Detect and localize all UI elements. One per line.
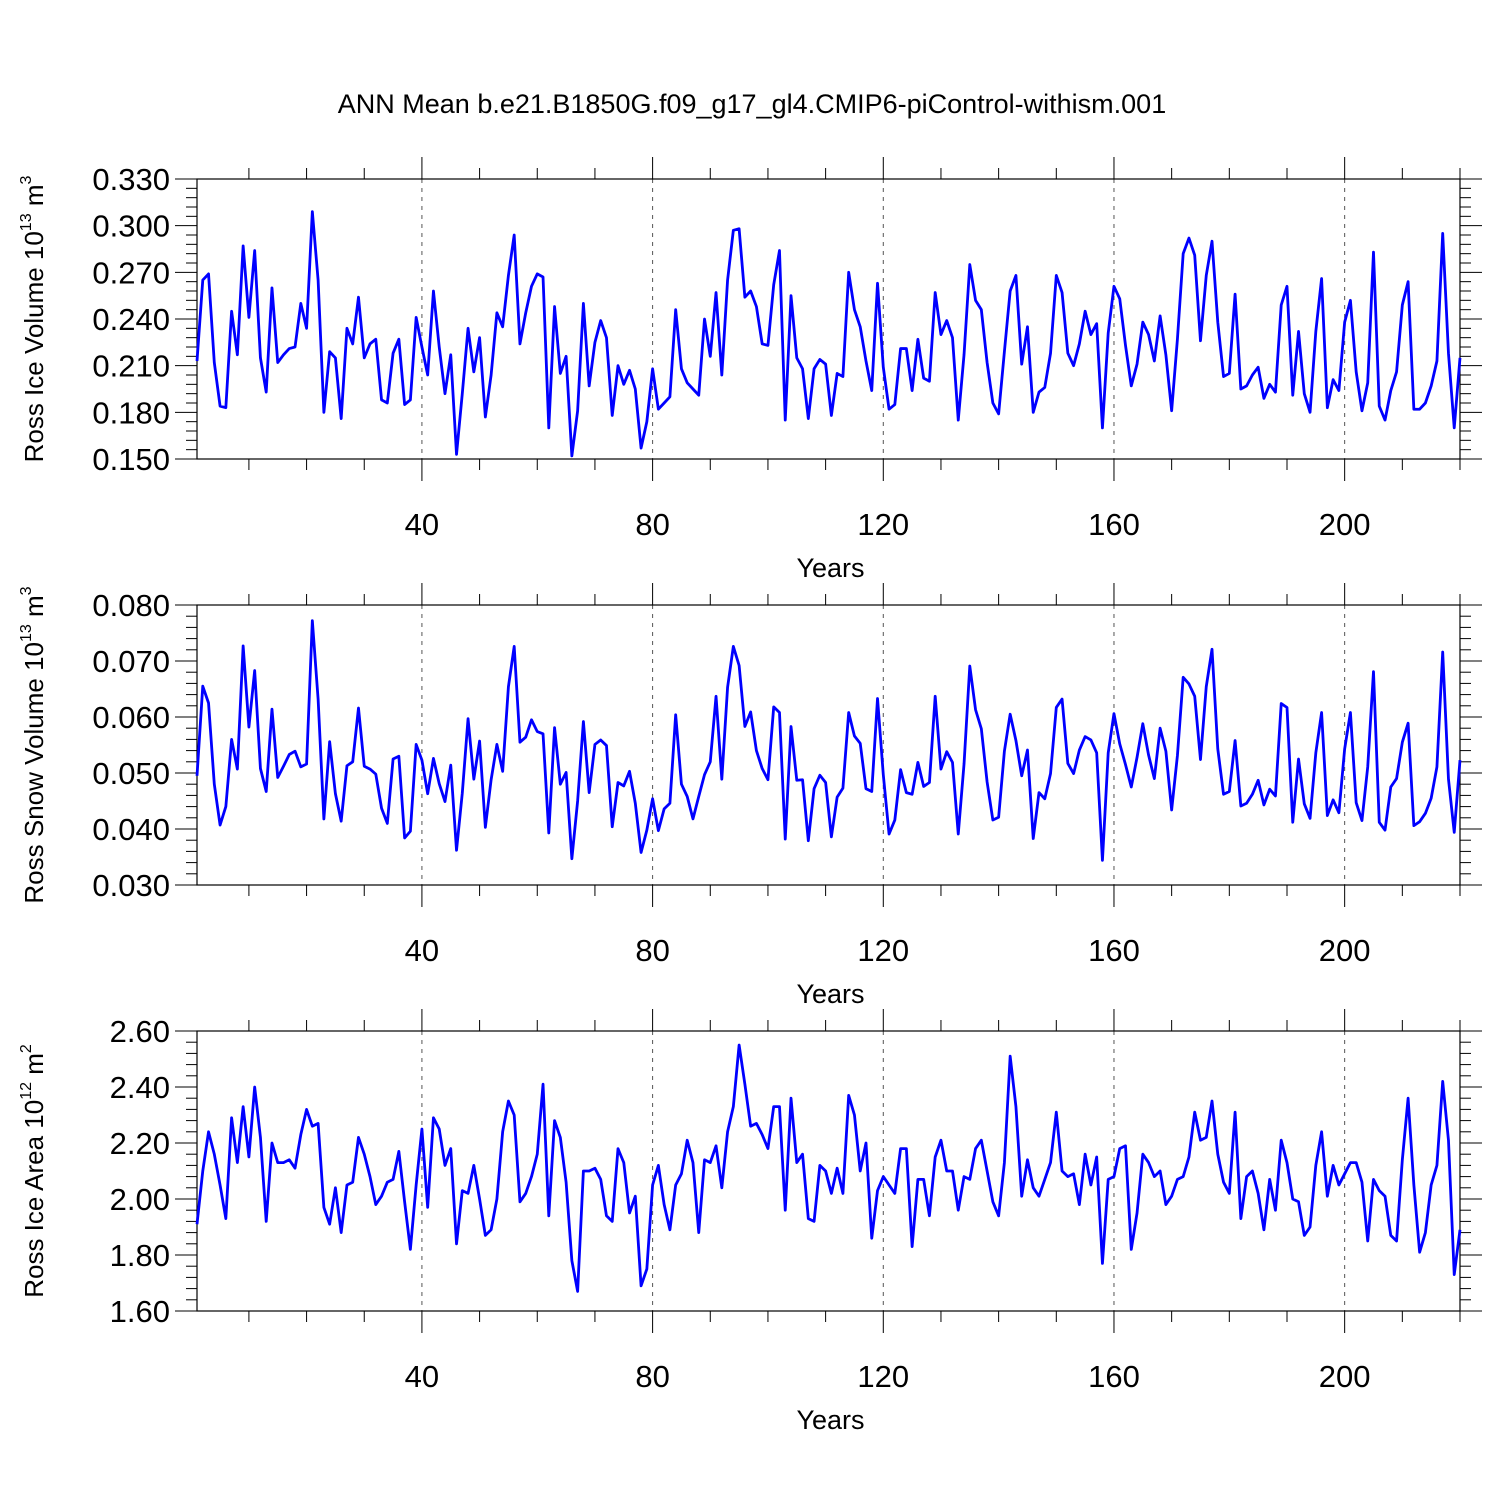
x-tick-label: 80 xyxy=(635,1359,669,1394)
x-tick-label: 200 xyxy=(1319,933,1371,968)
y-axis-label: Ross Snow Volume 1013 m3 xyxy=(18,586,49,903)
x-tick-label: 120 xyxy=(857,507,909,542)
plot-frame xyxy=(196,178,1461,460)
y-tick-label: 0.080 xyxy=(92,588,170,623)
x-tick-label: 40 xyxy=(405,507,439,542)
y-tick-label: 0.030 xyxy=(92,868,170,903)
x-tick-label: 160 xyxy=(1088,507,1140,542)
chart-panel-3: 1.60 1.80 2.00 2.20 2.40 2.60 40 80 120 160 200 Yea… xyxy=(18,1009,1482,1435)
y-tick-label: 2.40 xyxy=(110,1070,170,1105)
x-tick-label: 80 xyxy=(635,933,669,968)
x-tick-label: 120 xyxy=(857,933,909,968)
y-tick-label: 0.240 xyxy=(92,302,170,337)
x-tick-label: 40 xyxy=(405,933,439,968)
y-tick-label: 0.040 xyxy=(92,812,170,847)
series-line xyxy=(195,619,1462,862)
x-axis-label: Years xyxy=(796,979,864,1009)
y-tick-label: 1.80 xyxy=(110,1238,170,1273)
x-tick-label: 200 xyxy=(1319,1359,1371,1394)
y-tick-label: 2.00 xyxy=(110,1182,170,1217)
y-tick-label: 0.150 xyxy=(92,442,170,477)
plot-frame xyxy=(196,1030,1461,1312)
chart-panel-1: 0.150 0.180 0.210 0.240 0.270 0.300 0.330 40 80 1… xyxy=(18,157,1482,583)
x-tick-label: 200 xyxy=(1319,507,1371,542)
y-tick-label: 0.180 xyxy=(92,395,170,430)
chart-panel-2: 0.030 0.040 0.050 0.060 0.070 0.080 40 80 120 160… xyxy=(18,583,1482,1009)
y-tick-label: 1.60 xyxy=(110,1294,170,1329)
y-tick-label: 0.210 xyxy=(92,349,170,384)
series-line xyxy=(195,1043,1462,1293)
x-tick-label: 160 xyxy=(1088,1359,1140,1394)
y-tick-label: 0.060 xyxy=(92,700,170,735)
x-tick-label: 40 xyxy=(405,1359,439,1394)
y-tick-label: 0.270 xyxy=(92,255,170,290)
x-tick-label: 120 xyxy=(857,1359,909,1394)
y-tick-label: 0.300 xyxy=(92,209,170,244)
y-tick-label: 0.070 xyxy=(92,644,170,679)
x-tick-label: 160 xyxy=(1088,933,1140,968)
series-line xyxy=(195,210,1462,458)
y-tick-label: 2.60 xyxy=(110,1014,170,1049)
x-axis-label: Years xyxy=(796,553,864,583)
plot-frame xyxy=(196,604,1461,886)
y-axis-label: Ross Ice Volume 1013 m3 xyxy=(18,175,49,462)
y-tick-label: 0.330 xyxy=(92,162,170,197)
figure-title: ANN Mean b.e21.B1850G.f09_g17_gl4.CMIP6-… xyxy=(338,89,1166,119)
x-tick-label: 80 xyxy=(635,507,669,542)
x-axis-label: Years xyxy=(796,1405,864,1435)
y-tick-label: 2.20 xyxy=(110,1126,170,1161)
y-tick-label: 0.050 xyxy=(92,756,170,791)
y-axis-label: Ross Ice Area 1012 m2 xyxy=(18,1044,49,1298)
